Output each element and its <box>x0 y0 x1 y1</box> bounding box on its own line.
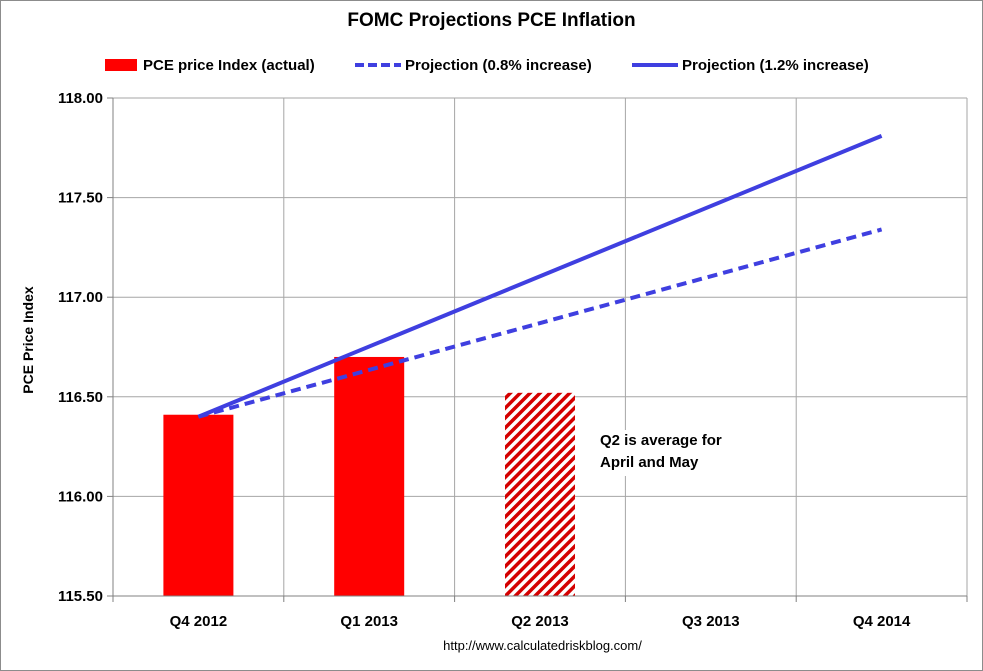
x-tick-label: Q2 2013 <box>511 613 569 630</box>
bar-actual <box>505 392 575 596</box>
x-tick-label: Q4 2012 <box>170 613 228 630</box>
legend-swatch-projection-12 <box>632 63 678 67</box>
source-url: http://www.calculatedriskblog.com/ <box>443 638 642 653</box>
y-tick-label: 116.00 <box>58 488 103 505</box>
x-tick-label: Q1 2013 <box>340 613 398 630</box>
legend-label-projection-08: Projection (0.8% increase) <box>405 56 592 74</box>
chart-legend: PCE price Index (actual) Projection (0.8… <box>0 54 983 78</box>
legend-item-projection-12: Projection (1.2% increase) <box>632 54 869 76</box>
projection-line-12 <box>197 133 883 419</box>
bar-actual <box>334 356 405 596</box>
x-tick-label: Q3 2013 <box>682 613 740 630</box>
projection-line-08 <box>197 227 883 419</box>
y-tick-label: 117.00 <box>58 289 103 306</box>
y-tick-label: 116.50 <box>58 389 103 406</box>
legend-item-projection-08: Projection (0.8% increase) <box>355 54 592 76</box>
chart-title: FOMC Projections PCE Inflation <box>347 10 636 31</box>
y-tick-label: 115.50 <box>58 588 103 605</box>
y-tick-label: 117.50 <box>58 190 103 207</box>
legend-swatch-projection-08 <box>355 63 401 67</box>
y-tick-label: 118.00 <box>58 90 103 107</box>
legend-label-projection-12: Projection (1.2% increase) <box>682 56 869 74</box>
legend-item-actual: PCE price Index (actual) <box>105 54 315 76</box>
legend-label-actual: PCE price Index (actual) <box>143 56 315 74</box>
legend-swatch-actual <box>105 59 137 71</box>
x-tick-label: Q4 2014 <box>853 613 911 630</box>
bar-actual <box>163 414 234 596</box>
y-axis-label: PCE Price Index <box>20 286 36 394</box>
q2-note: Q2 is average for April and May <box>594 430 730 476</box>
